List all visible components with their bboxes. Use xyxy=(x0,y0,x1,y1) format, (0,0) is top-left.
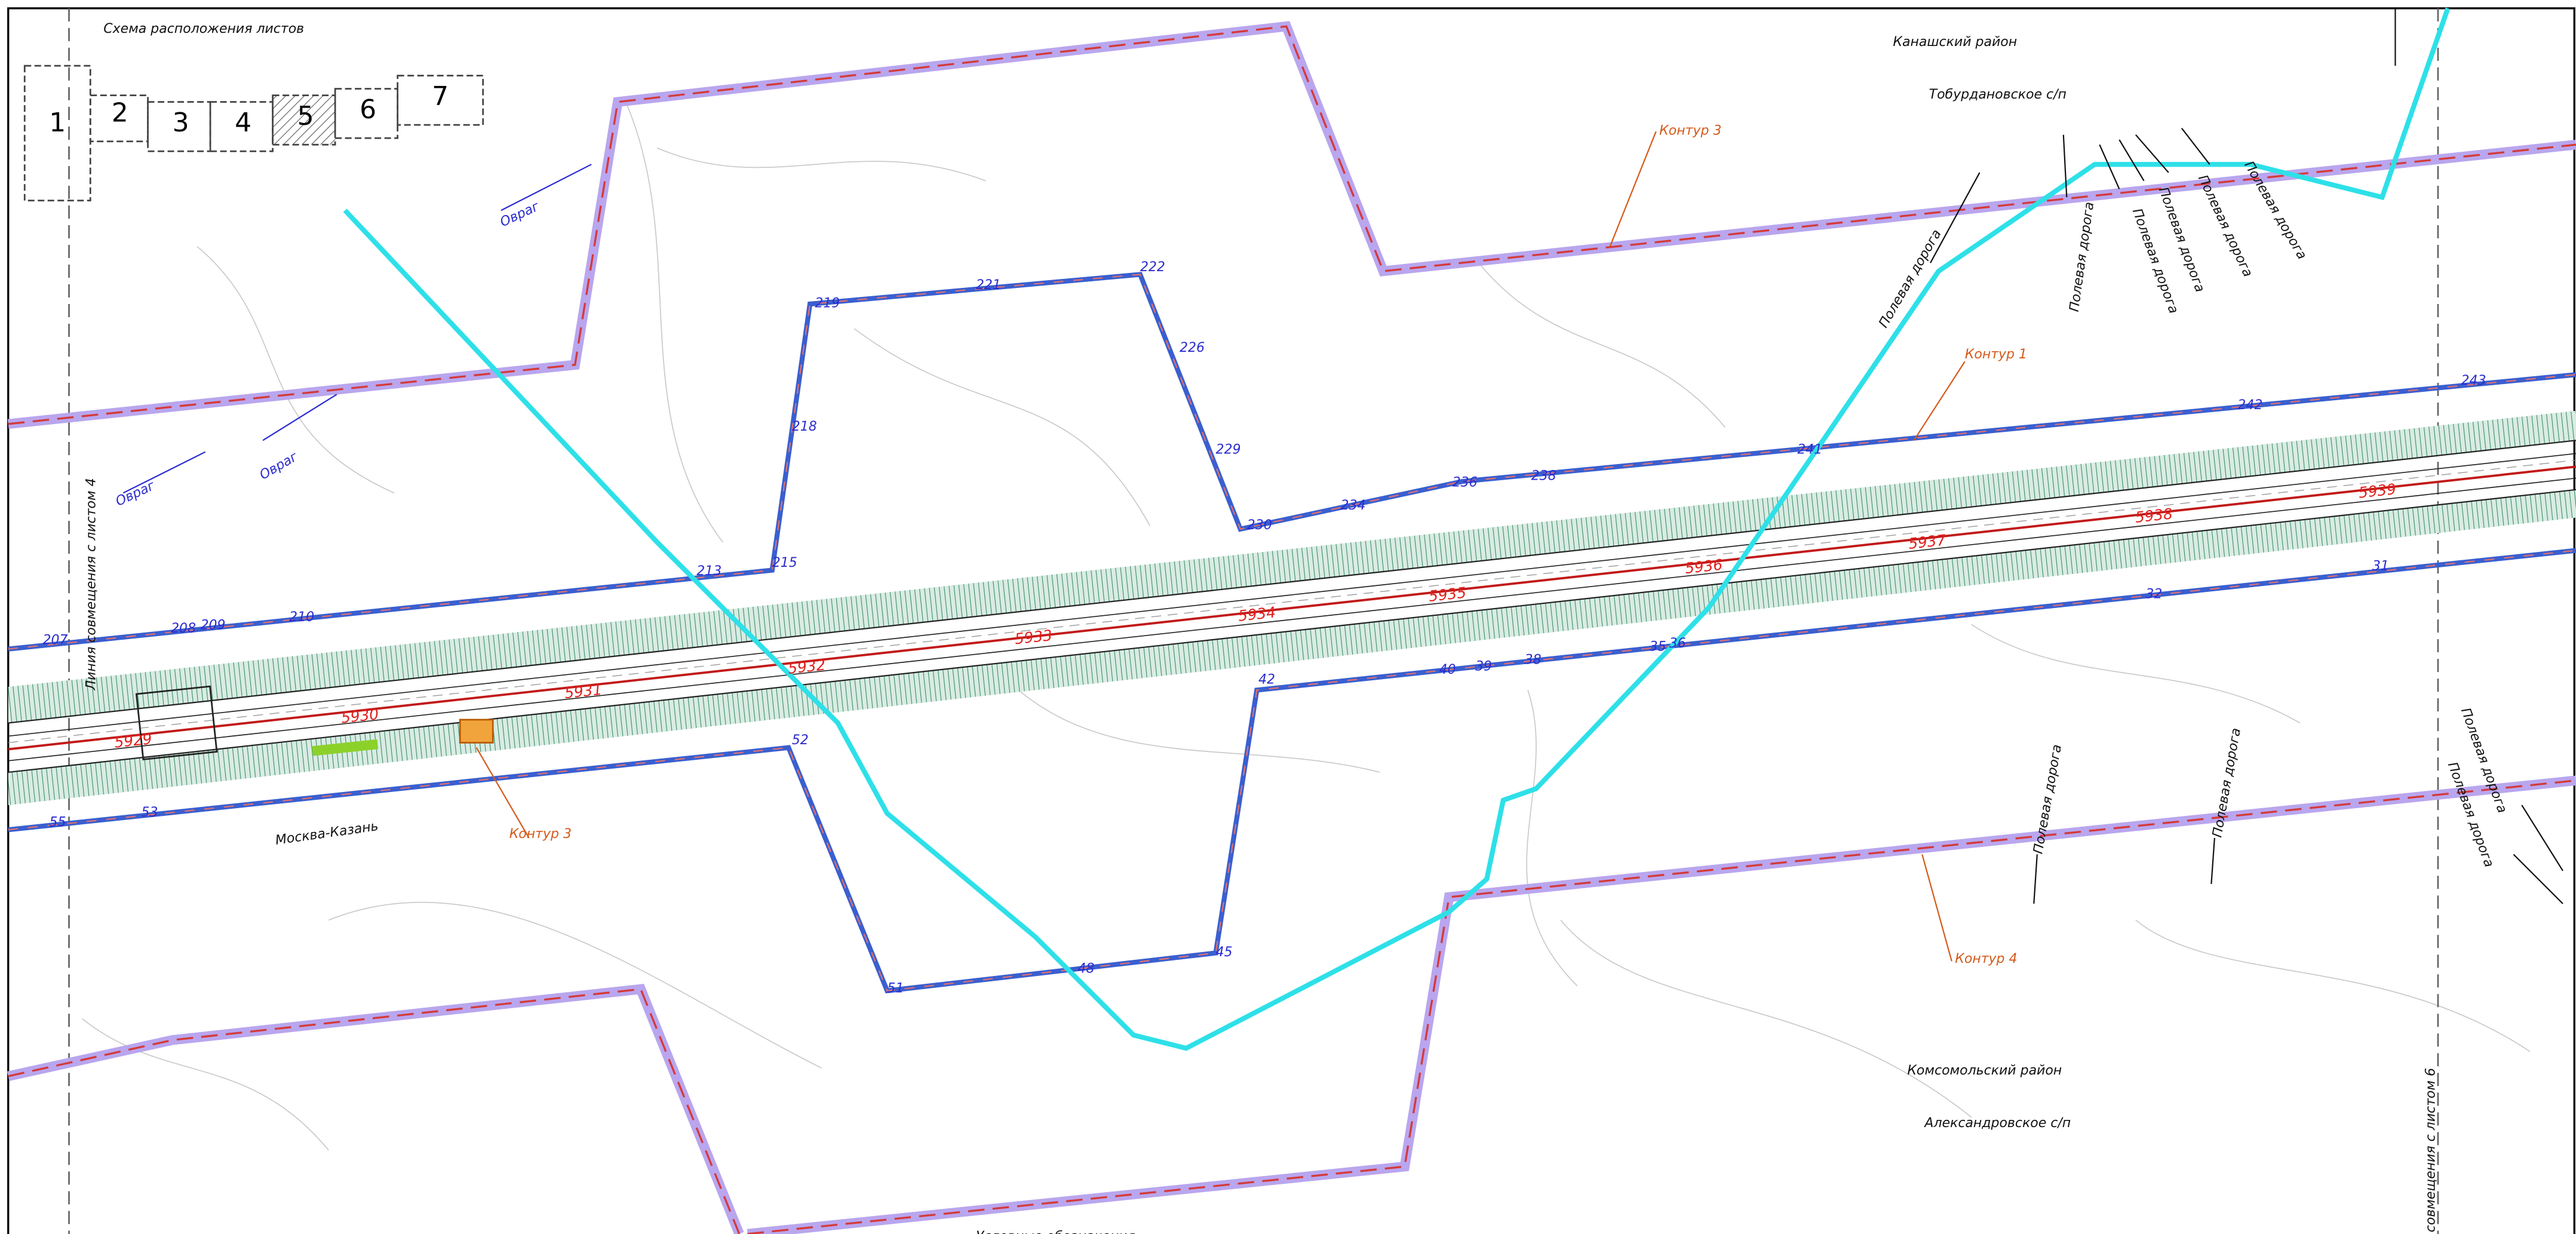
contour-label: Контур 1 xyxy=(1965,347,2027,362)
sheet-number: 5 xyxy=(297,101,314,131)
picket-label: 5938 xyxy=(2134,505,2173,526)
picket-label: 5930 xyxy=(340,705,380,726)
point-label: 241 xyxy=(1797,442,1822,457)
picket-label: 5935 xyxy=(1428,584,1467,604)
point-label: 234 xyxy=(1341,498,1366,513)
legend-title: Условные обозначения xyxy=(976,1229,1135,1234)
sheet-number: 3 xyxy=(173,108,189,138)
point-label: 226 xyxy=(1180,340,1205,355)
settlement-name: Александровское с/п xyxy=(1923,1116,2071,1131)
arrows xyxy=(122,8,2563,962)
picket-label: 5931 xyxy=(564,681,603,702)
point-label: 53 xyxy=(142,805,158,820)
point-label: 230 xyxy=(1247,518,1272,533)
point-label: 32 xyxy=(2145,587,2162,601)
point-label: 238 xyxy=(1531,468,1556,483)
terrain xyxy=(82,98,2531,1151)
district-border xyxy=(7,21,2576,1234)
picket-label: 5936 xyxy=(1684,556,1724,577)
point-label: 51 xyxy=(887,981,904,996)
point-label: 242 xyxy=(2237,398,2262,413)
sheet-scheme-title: Схема расположения листов xyxy=(103,22,304,36)
point-label: 207 xyxy=(43,633,68,647)
point-label: 236 xyxy=(1453,475,1478,490)
point-label: 243 xyxy=(2461,373,2486,388)
point-label: 218 xyxy=(792,419,817,434)
direction-label: Москва-Казань xyxy=(274,819,379,848)
picket-label: 5932 xyxy=(787,656,827,677)
point-label: 48 xyxy=(1077,962,1094,977)
frame xyxy=(7,7,2575,1234)
district-name: Комсомольский район xyxy=(1907,1063,2062,1078)
point-label: 213 xyxy=(696,564,721,579)
ravine-label: Овраг xyxy=(257,449,301,483)
point-label: 45 xyxy=(1215,945,1232,960)
ravine-label: Овраг xyxy=(113,478,158,509)
sheet-number: 2 xyxy=(112,98,128,128)
sheet-number: 6 xyxy=(360,94,376,125)
field-road-label: Полевая дорога xyxy=(2195,173,2255,280)
picket-label: 5937 xyxy=(1908,531,1947,552)
field-road-label: Полевая дорога xyxy=(2067,201,2098,312)
pipeline xyxy=(343,7,2451,1051)
picket-label: 5934 xyxy=(1238,603,1277,624)
point-label: 42 xyxy=(1258,672,1275,687)
sheet-scheme xyxy=(23,65,484,202)
picket-label: 5929 xyxy=(113,730,153,751)
point-label: 31 xyxy=(2372,559,2389,574)
point-label: 55 xyxy=(50,815,66,830)
point-label: 36 xyxy=(1669,636,1686,651)
contour-label: Контур 3 xyxy=(1659,124,1721,139)
contour-label: Контур 3 xyxy=(509,827,572,842)
picket-label: 5933 xyxy=(1014,627,1053,647)
point-label: 229 xyxy=(1215,442,1241,457)
ravine-label: Овраг xyxy=(498,199,542,230)
sheet-number: 7 xyxy=(432,81,449,112)
point-label: 209 xyxy=(201,618,226,633)
point-label: 208 xyxy=(171,621,196,636)
point-label: 40 xyxy=(1439,662,1456,677)
point-label: 38 xyxy=(1525,652,1542,667)
contour-label: Контур 4 xyxy=(1955,951,2017,966)
point-label: 215 xyxy=(772,555,797,570)
point-label: 219 xyxy=(815,296,840,311)
settlement-name: Тобурдановское с/п xyxy=(1929,87,2067,102)
sheet-number: 4 xyxy=(235,108,251,138)
survey-contour xyxy=(8,272,2576,994)
match-line-label: Линия совмещения с листом 4 xyxy=(84,478,99,690)
point-label: 221 xyxy=(976,278,1001,293)
point-label: 39 xyxy=(1475,659,1492,674)
point-label: 52 xyxy=(792,733,809,748)
point-label: 222 xyxy=(1140,260,1165,275)
field-road-label: Полевая дорога xyxy=(2210,727,2244,839)
point-label: 210 xyxy=(289,610,314,625)
point-label: 35 xyxy=(1650,639,1666,654)
road xyxy=(8,410,2576,805)
match-line-label: совмещения с листом 6 xyxy=(2423,1068,2438,1232)
district-name: Канашский район xyxy=(1893,35,2017,50)
picket-label: 5939 xyxy=(2358,480,2397,501)
sheet-number: 1 xyxy=(49,108,66,138)
